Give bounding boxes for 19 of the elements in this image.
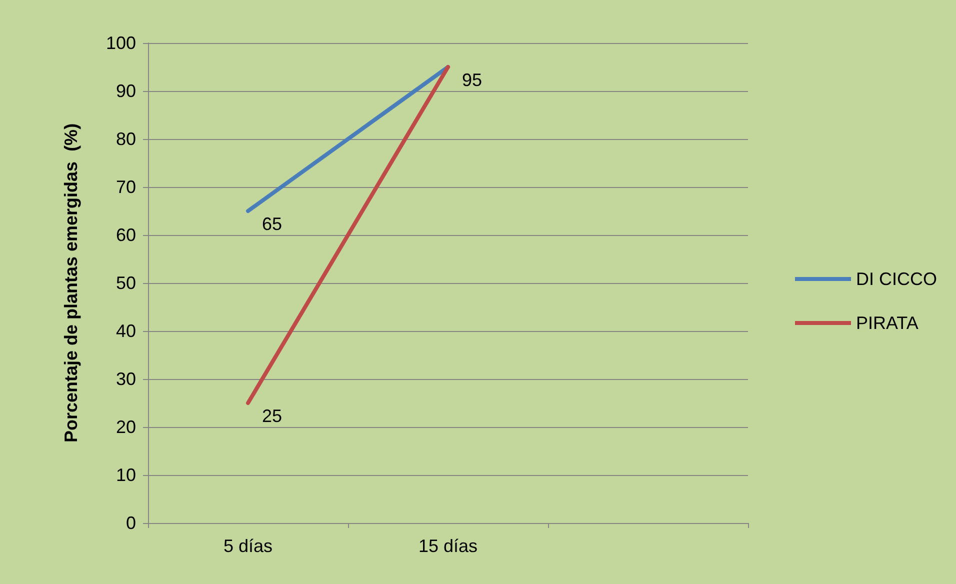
y-tick-label: 100: [106, 33, 136, 53]
x-tick-label: 5 días: [223, 536, 273, 556]
y-tick-label: 60: [116, 225, 136, 245]
legend-label: PIRATA: [856, 313, 918, 333]
y-axis-title: Porcentaje de plantas emergidas (%): [61, 123, 81, 443]
y-tick-label: 70: [116, 177, 136, 197]
data-label: 65: [262, 214, 282, 234]
legend-label: DI CICCO: [856, 269, 937, 289]
y-tick-label: 10: [116, 465, 136, 485]
y-tick-label: 40: [116, 321, 136, 341]
y-tick-label: 80: [116, 129, 136, 149]
y-tick-label: 20: [116, 417, 136, 437]
y-tick-label: 50: [116, 273, 136, 293]
data-label: 25: [262, 406, 282, 426]
x-tick-label: 15 días: [418, 536, 478, 556]
data-label: 95: [462, 70, 482, 90]
y-tick-label: 30: [116, 369, 136, 389]
y-tick-label: 0: [126, 513, 136, 533]
y-tick-label: 90: [116, 81, 136, 101]
